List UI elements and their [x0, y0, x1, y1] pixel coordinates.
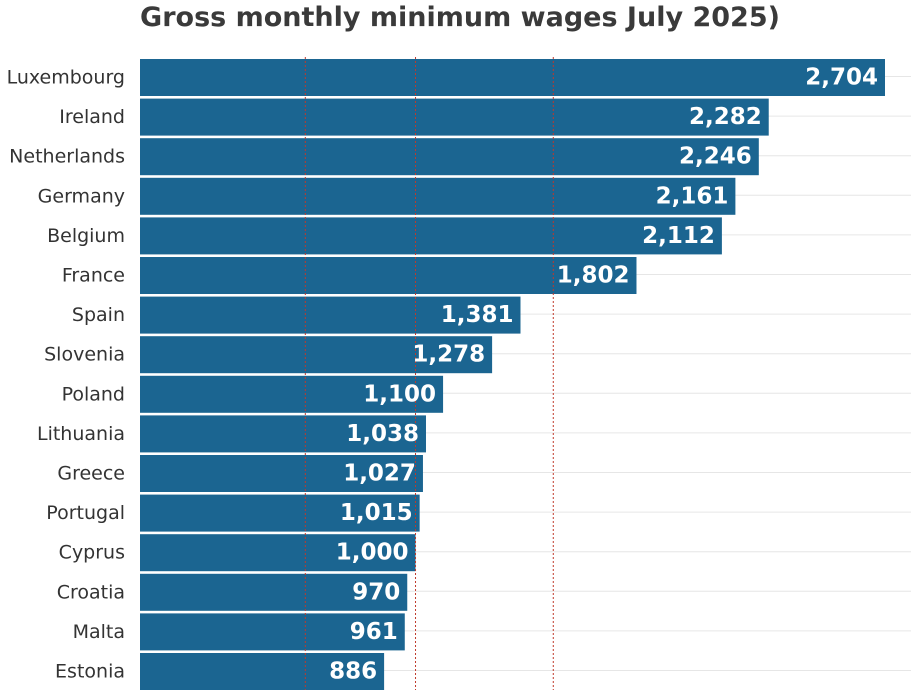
value-label: 1,278 — [412, 342, 485, 368]
category-label: Malta — [73, 621, 125, 643]
value-label: 1,038 — [346, 421, 419, 447]
bar-malta — [140, 613, 405, 651]
value-label: 2,112 — [642, 223, 715, 249]
value-label: 2,704 — [805, 65, 878, 91]
bar-ireland — [140, 98, 769, 136]
category-label: Estonia — [55, 661, 125, 683]
value-label: 1,381 — [441, 302, 514, 328]
bar-spain — [140, 296, 521, 334]
value-label: 1,000 — [336, 540, 409, 566]
value-label: 886 — [329, 659, 377, 685]
bar-slovenia — [140, 336, 493, 374]
value-label: 970 — [352, 579, 400, 605]
bar-estonia — [140, 653, 385, 690]
value-label: 961 — [350, 619, 398, 645]
category-label: Poland — [62, 383, 125, 405]
category-label: France — [62, 265, 125, 287]
bar-cyprus — [140, 534, 416, 572]
category-label: Croatia — [57, 581, 125, 603]
category-label: Cyprus — [59, 542, 125, 564]
value-label: 2,161 — [656, 183, 729, 209]
category-label: Netherlands — [9, 146, 125, 168]
category-label: Ireland — [59, 106, 125, 128]
category-label: Lithuania — [37, 423, 125, 445]
bar-germany — [140, 177, 736, 215]
value-label: 1,015 — [340, 500, 413, 526]
category-label: Belgium — [47, 225, 125, 247]
category-label: Slovenia — [44, 344, 125, 366]
category-label: Spain — [72, 304, 125, 326]
value-label: 2,282 — [689, 104, 762, 130]
value-label: 1,802 — [557, 263, 630, 289]
bar-layer — [140, 59, 885, 690]
bar-lithuania — [140, 415, 426, 453]
category-label: Portugal — [46, 502, 125, 524]
category-label: Luxembourg — [7, 67, 125, 89]
bar-france — [140, 257, 637, 294]
bar-belgium — [140, 217, 722, 255]
label-layer: Luxembourg 2,704 Ireland 2,282 Netherlands 2,… — [7, 65, 878, 685]
bar-poland — [140, 375, 444, 413]
bar-luxembourg — [140, 59, 885, 96]
bar-croatia — [140, 573, 408, 611]
chart-title: Gross monthly minimum wages July 2025) — [140, 2, 780, 33]
value-label: 1,027 — [343, 461, 416, 487]
category-label: Greece — [57, 463, 125, 485]
reference-line-layer — [304, 57, 554, 690]
value-label: 1,100 — [363, 381, 436, 407]
category-label: Germany — [38, 185, 125, 207]
value-label: 2,246 — [679, 144, 752, 170]
bar-netherlands — [140, 138, 759, 176]
bar-greece — [140, 455, 423, 492]
bar-portugal — [140, 494, 420, 532]
